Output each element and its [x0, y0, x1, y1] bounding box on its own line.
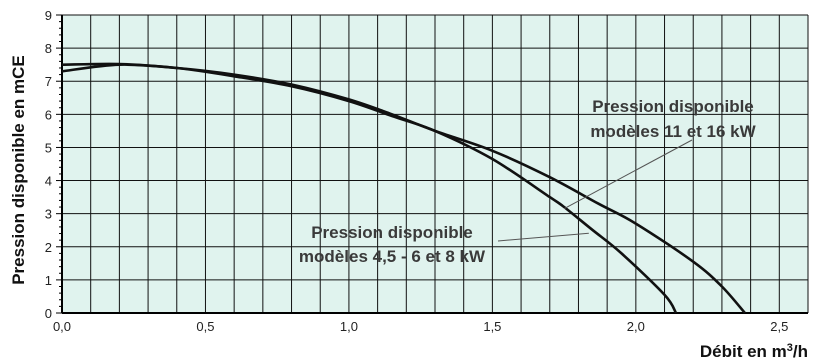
annotation-4-8kw-line1: Pression disponible — [311, 223, 473, 242]
x-axis-title-suffix: /h — [793, 342, 808, 361]
y-tick-label: 3 — [45, 207, 52, 222]
y-tick-label: 5 — [45, 140, 52, 155]
annotation-11-16kw-line1: Pression disponible — [592, 97, 754, 116]
y-tick-label: 9 — [45, 8, 52, 23]
x-tick-label: 0,5 — [196, 319, 214, 334]
y-tick-labels: 0 1 2 3 4 5 6 7 8 9 — [45, 8, 52, 321]
x-tick-label: 1,5 — [483, 319, 501, 334]
annotation-pointers — [497, 139, 693, 242]
y-axis-title: Pression disponible en mCE — [9, 55, 28, 285]
y-tick-label: 0 — [45, 306, 52, 321]
x-tick-labels: 0,0 0,5 1,0 1,5 2,0 2,5 — [53, 319, 788, 334]
annotation-4-8kw-line2: modèles 4,5 - 6 et 8 kW — [299, 247, 486, 266]
x-tick-label: 1,0 — [340, 319, 358, 334]
y-tick-label: 6 — [45, 107, 52, 122]
series-line-2 — [61, 63, 746, 314]
y-tick-label: 1 — [45, 273, 52, 288]
x-tick-label: 2,0 — [627, 319, 645, 334]
x-axis-title-prefix: Débit en m — [700, 342, 787, 361]
y-tick-label: 8 — [45, 41, 52, 56]
x-axis-title-sup: 3 — [787, 342, 793, 354]
x-tick-label: 2,5 — [770, 319, 788, 334]
y-tick-label: 4 — [45, 174, 52, 189]
annotation-11-16kw: Pression disponible modèles 11 et 16 kW — [590, 97, 756, 141]
annotation-4-8kw-pointer — [497, 232, 589, 242]
series-group — [61, 62, 746, 314]
minor-ticks — [56, 14, 62, 314]
x-axis-title: Débit en m3/h — [700, 342, 808, 361]
x-tick-label: 0,0 — [53, 319, 71, 334]
y-tick-label: 7 — [45, 74, 52, 89]
annotation-11-16kw-pointer — [563, 139, 693, 210]
y-tick-label: 2 — [45, 240, 52, 255]
annotation-4-8kw: Pression disponible modèles 4,5 - 6 et 8… — [299, 223, 486, 266]
annotation-11-16kw-line2: modèles 11 et 16 kW — [590, 122, 756, 141]
